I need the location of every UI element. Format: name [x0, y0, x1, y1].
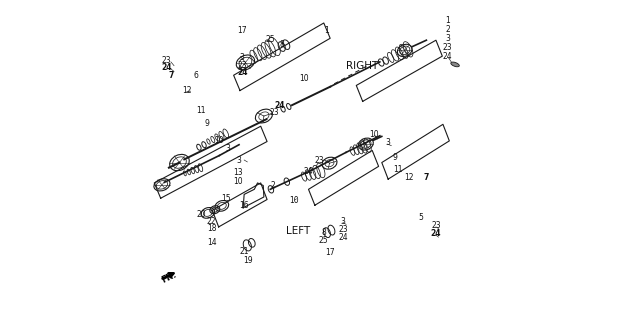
- Text: 3: 3: [341, 217, 346, 226]
- Text: 7: 7: [423, 173, 428, 182]
- Text: 10: 10: [234, 177, 243, 186]
- Text: 6: 6: [194, 71, 199, 80]
- Text: 24: 24: [274, 101, 284, 110]
- Text: RIGHT: RIGHT: [346, 61, 378, 71]
- Text: 16: 16: [239, 201, 249, 210]
- Text: 3: 3: [445, 34, 450, 43]
- Text: 24: 24: [431, 229, 441, 238]
- Text: 23: 23: [442, 43, 452, 52]
- Text: 12: 12: [182, 86, 191, 95]
- Text: 25: 25: [319, 236, 329, 245]
- Text: 2: 2: [270, 181, 275, 190]
- Text: 24: 24: [237, 68, 247, 77]
- Text: 5: 5: [419, 213, 424, 222]
- Text: FR.: FR.: [160, 270, 178, 285]
- Text: 17: 17: [238, 26, 247, 35]
- Text: 24: 24: [442, 52, 452, 60]
- Text: 22: 22: [206, 217, 216, 226]
- Text: 24: 24: [162, 63, 172, 72]
- Text: 3: 3: [240, 53, 245, 62]
- Text: 9: 9: [205, 119, 210, 128]
- Text: 3: 3: [226, 144, 231, 153]
- Text: 23: 23: [238, 60, 247, 69]
- Text: 3: 3: [385, 138, 390, 147]
- Text: 1: 1: [324, 26, 329, 35]
- Text: 18: 18: [207, 224, 217, 233]
- Text: 10: 10: [214, 136, 223, 145]
- Text: 10: 10: [370, 130, 379, 139]
- Text: 2: 2: [445, 25, 450, 34]
- Text: 19: 19: [243, 256, 253, 265]
- Text: 10: 10: [289, 196, 299, 205]
- Text: 23: 23: [431, 221, 441, 230]
- Text: 17: 17: [325, 248, 335, 257]
- Text: 24: 24: [338, 233, 348, 242]
- Text: 23: 23: [269, 108, 279, 117]
- Text: 21: 21: [239, 247, 249, 256]
- Text: LEFT: LEFT: [286, 226, 310, 236]
- Text: 11: 11: [196, 106, 205, 115]
- Text: 8: 8: [321, 228, 326, 237]
- Text: 12: 12: [404, 173, 414, 182]
- Text: 7: 7: [168, 71, 173, 80]
- Text: 3: 3: [236, 156, 241, 164]
- Text: 11: 11: [393, 165, 402, 174]
- Text: 8: 8: [280, 40, 284, 49]
- Text: 10: 10: [299, 74, 309, 83]
- Text: 25: 25: [265, 35, 275, 44]
- Text: 20: 20: [197, 210, 206, 219]
- Text: 23: 23: [338, 225, 348, 234]
- Text: 24: 24: [304, 167, 313, 176]
- Text: 13: 13: [234, 168, 243, 177]
- Text: 9: 9: [392, 153, 397, 162]
- Text: 15: 15: [221, 194, 231, 204]
- Text: 23: 23: [162, 56, 172, 65]
- Text: 14: 14: [207, 238, 217, 247]
- Ellipse shape: [451, 62, 459, 67]
- Text: 1: 1: [445, 16, 450, 25]
- Text: 23: 23: [315, 156, 324, 165]
